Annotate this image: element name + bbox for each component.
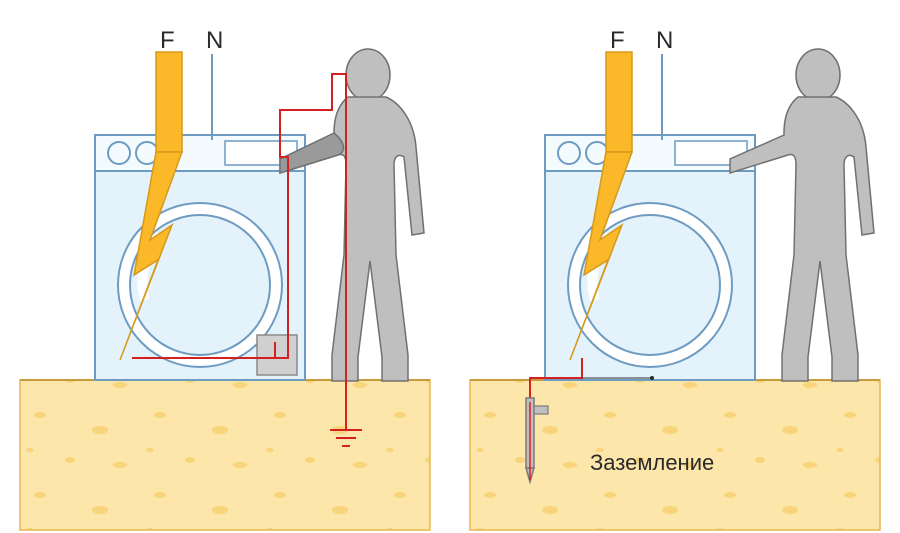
diagram-root: F N — [0, 0, 900, 533]
ground-block — [20, 380, 430, 530]
panel-left-no-grounding: F N — [20, 27, 430, 530]
panel-right-with-grounding: F N Заземление — [470, 27, 880, 530]
label-phase: F — [610, 27, 625, 54]
label-neutral: N — [206, 27, 223, 54]
label-neutral: N — [656, 27, 673, 54]
label-grounding: Заземление — [590, 450, 714, 475]
label-phase: F — [160, 27, 175, 54]
